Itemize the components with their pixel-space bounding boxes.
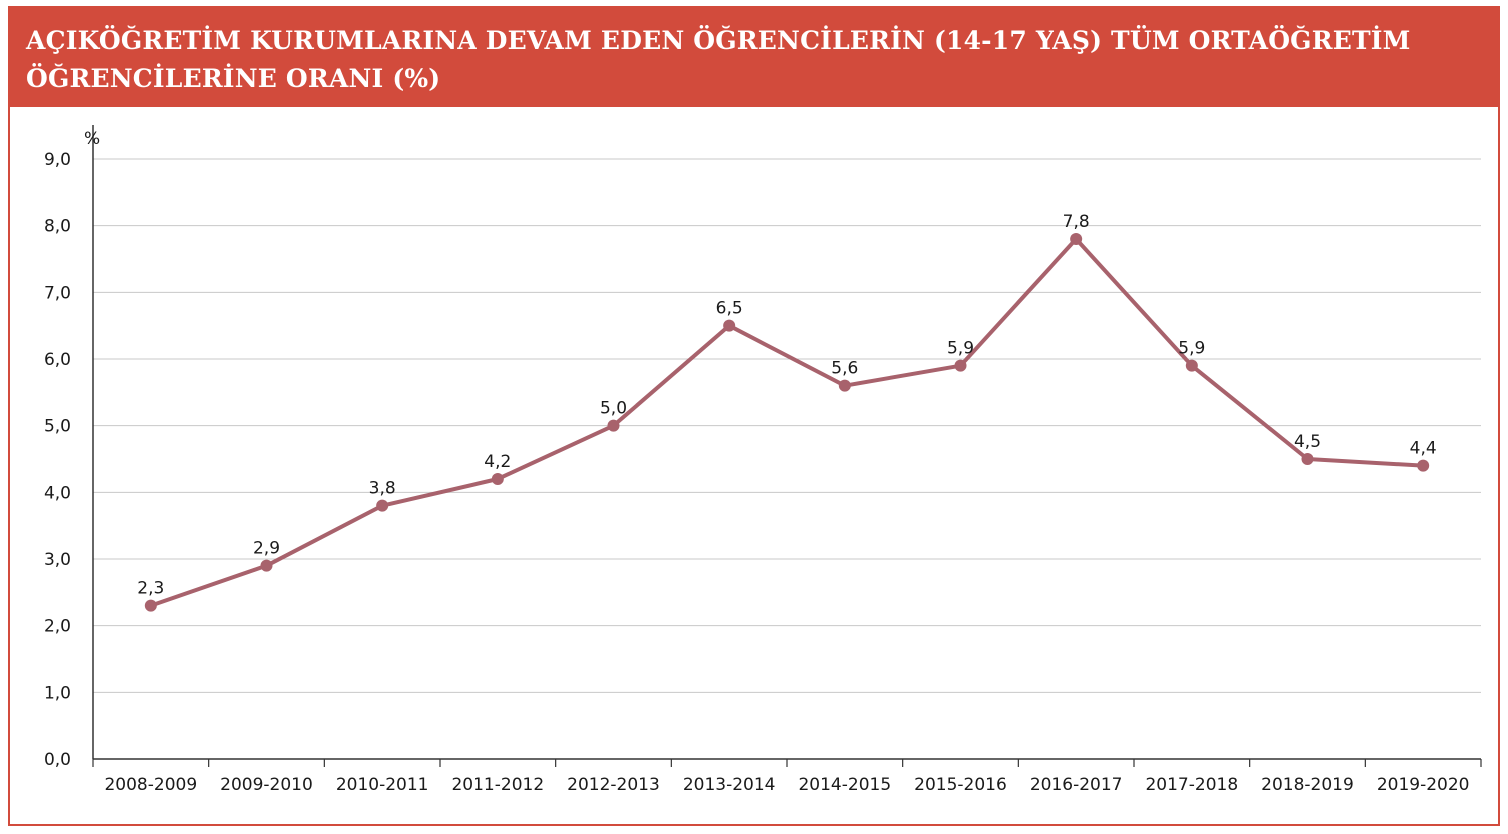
x-tick-label: 2011-2012	[451, 775, 544, 795]
x-tick-label: 2019-2020	[1377, 775, 1470, 795]
data-label: 4,2	[484, 452, 511, 472]
data-point	[260, 559, 273, 572]
grid-lines	[93, 158, 1481, 693]
y-tick-label: 5,0	[44, 417, 71, 437]
y-tick-label: 3,0	[44, 550, 71, 570]
series-line	[150, 237, 1424, 608]
data-point	[838, 379, 851, 392]
x-tick-label: 2013-2014	[683, 775, 776, 795]
y-tick-label: 2,0	[44, 617, 71, 637]
data-label: 4,4	[1410, 439, 1437, 459]
x-tick-label: 2009-2010	[220, 775, 313, 795]
axes	[92, 125, 1482, 767]
data-label: 3,8	[369, 479, 396, 499]
data-label: 2,9	[253, 539, 280, 559]
chart-header: AÇIKÖĞRETİM KURUMLARINA DEVAM EDEN ÖĞREN…	[8, 6, 1500, 107]
data-point	[376, 499, 389, 512]
data-points	[144, 233, 1430, 612]
data-label: 5,9	[947, 339, 974, 359]
data-label: 5,9	[1178, 339, 1205, 359]
chart-title: AÇIKÖĞRETİM KURUMLARINA DEVAM EDEN ÖĞREN…	[26, 26, 1411, 93]
data-label: 6,5	[716, 299, 743, 319]
x-tick-label: 2015-2016	[914, 775, 1007, 795]
data-point	[1417, 459, 1430, 472]
x-tick-label: 2010-2011	[336, 775, 429, 795]
data-label: 7,8	[1063, 212, 1090, 232]
y-tick-labels: 0,0 1,0 2,0 3,0 4,0 5,0 6,0 7,0 8,0 9,0	[44, 150, 71, 770]
y-axis-label: %	[84, 129, 100, 149]
y-tick-label: 4,0	[44, 483, 71, 503]
data-label: 5,6	[831, 359, 858, 379]
x-tick-label: 2008-2009	[104, 775, 197, 795]
data-labels: 2,3 2,9 3,8 4,2 5,0 6,5 5,6 5,9 7,8 5,9 4,5 4,4	[137, 212, 1436, 599]
y-tick-label: 8,0	[44, 217, 71, 237]
series-path	[150, 237, 1424, 608]
data-point	[723, 319, 736, 332]
x-tick-label: 2014-2015	[798, 775, 891, 795]
data-point	[1070, 233, 1083, 245]
x-tick-labels: 2008-2009 2009-2010 2010-2011 2011-2012 2012…	[104, 775, 1469, 795]
x-tick-label: 2018-2019	[1261, 775, 1354, 795]
y-tick-label: 9,0	[44, 150, 71, 170]
data-point	[954, 359, 967, 372]
data-point	[1301, 453, 1314, 465]
x-tick-label: 2017-2018	[1145, 775, 1238, 795]
data-label: 4,5	[1294, 432, 1321, 452]
y-tick-label: 6,0	[44, 350, 71, 370]
y-tick-label: 0,0	[44, 750, 71, 770]
data-point	[491, 473, 504, 485]
data-point	[1185, 359, 1198, 372]
x-tick-label: 2012-2013	[567, 775, 660, 795]
y-tick-label: 7,0	[44, 283, 71, 303]
data-point	[144, 599, 157, 612]
data-point	[607, 419, 620, 432]
y-tick-label: 1,0	[44, 683, 71, 703]
x-tick-label: 2016-2017	[1030, 775, 1123, 795]
data-label: 2,3	[137, 579, 164, 599]
data-label: 5,0	[600, 399, 627, 419]
